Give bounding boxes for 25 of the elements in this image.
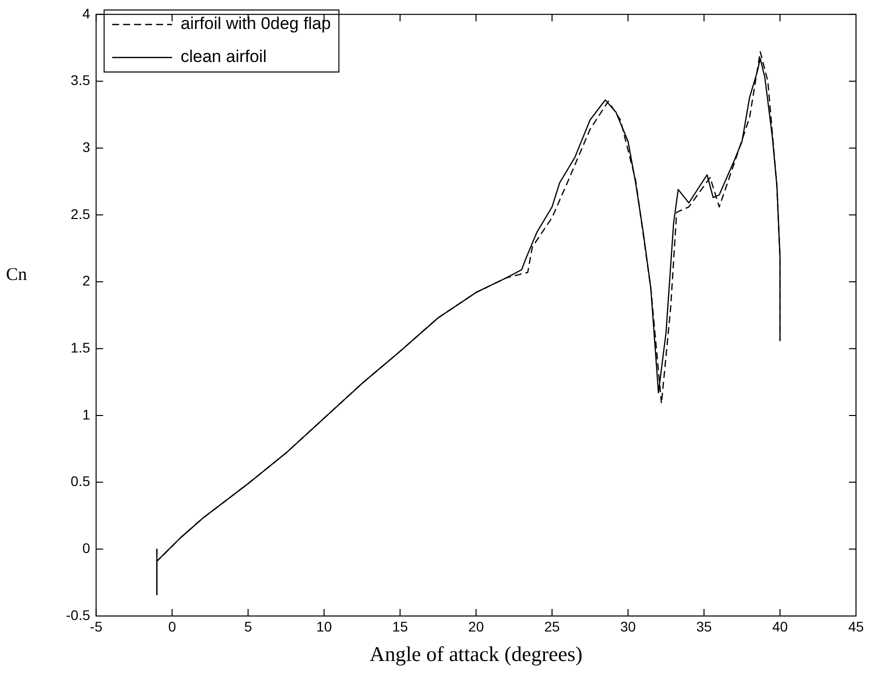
x-tick-label: 15 <box>392 618 408 634</box>
x-tick-label: 35 <box>696 618 712 634</box>
x-tick-label: 20 <box>468 618 484 634</box>
x-tick-label: 5 <box>244 618 252 634</box>
y-tick-label: 0.5 <box>70 473 90 490</box>
y-tick-label: 3 <box>82 138 90 155</box>
y-tick-label: 3.5 <box>70 72 90 88</box>
legend-label: clean airfoil <box>180 47 267 66</box>
x-axis-title: Angle of attack (degrees) <box>370 642 582 666</box>
y-tick-label: 1 <box>82 406 90 422</box>
y-tick-label: 1.5 <box>70 339 90 356</box>
y-tick-label: 2.5 <box>70 206 90 222</box>
x-tick-label: 25 <box>544 618 560 634</box>
x-tick-label: -5 <box>90 618 103 634</box>
x-tick-label: 40 <box>772 618 788 634</box>
x-tick-label: 0 <box>168 618 176 634</box>
y-axis-title: Cn <box>6 264 28 284</box>
x-tick-label: 45 <box>848 618 864 634</box>
y-tick-label: -0.5 <box>66 606 90 623</box>
y-tick-label: 4 <box>82 5 90 22</box>
x-tick-label: 30 <box>620 618 636 634</box>
y-tick-label: 0 <box>82 540 90 556</box>
x-tick-label: 10 <box>316 618 332 634</box>
y-tick-label: 2 <box>82 272 90 289</box>
legend-label: airfoil with 0deg flap <box>180 14 331 34</box>
